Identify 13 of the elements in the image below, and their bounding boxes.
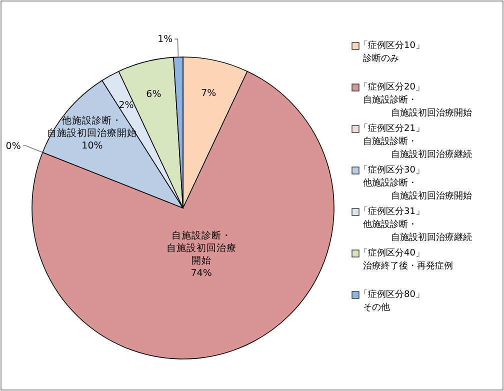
legend-label: 「症例区分80」その他	[359, 289, 424, 314]
data-label: 2%	[118, 99, 134, 110]
data-label: 6%	[146, 88, 162, 100]
legend-label: 「症例区分30」他施設診断・自施設初回治療開始	[359, 164, 472, 202]
data-label: 1%	[158, 34, 173, 45]
legend-label: 「症例区分10」診断のみ	[359, 40, 424, 64]
legend-label: 「症例区分40」治療終了後・再発症例	[359, 248, 453, 272]
data-label: 自施設診断・自施設初回治療開始74%	[166, 229, 236, 279]
data-label: 7%	[201, 88, 216, 99]
text: 0%	[6, 140, 21, 152]
legend-label: 「症例区分20」自施設診断・自施設初回治療開始	[359, 82, 472, 119]
legend-label: 「症例区分21」自施設診断・自施設初回治療継続	[359, 123, 472, 160]
legend-label: 「症例区分31」他施設診断・自施設初回治療継続	[359, 206, 472, 244]
